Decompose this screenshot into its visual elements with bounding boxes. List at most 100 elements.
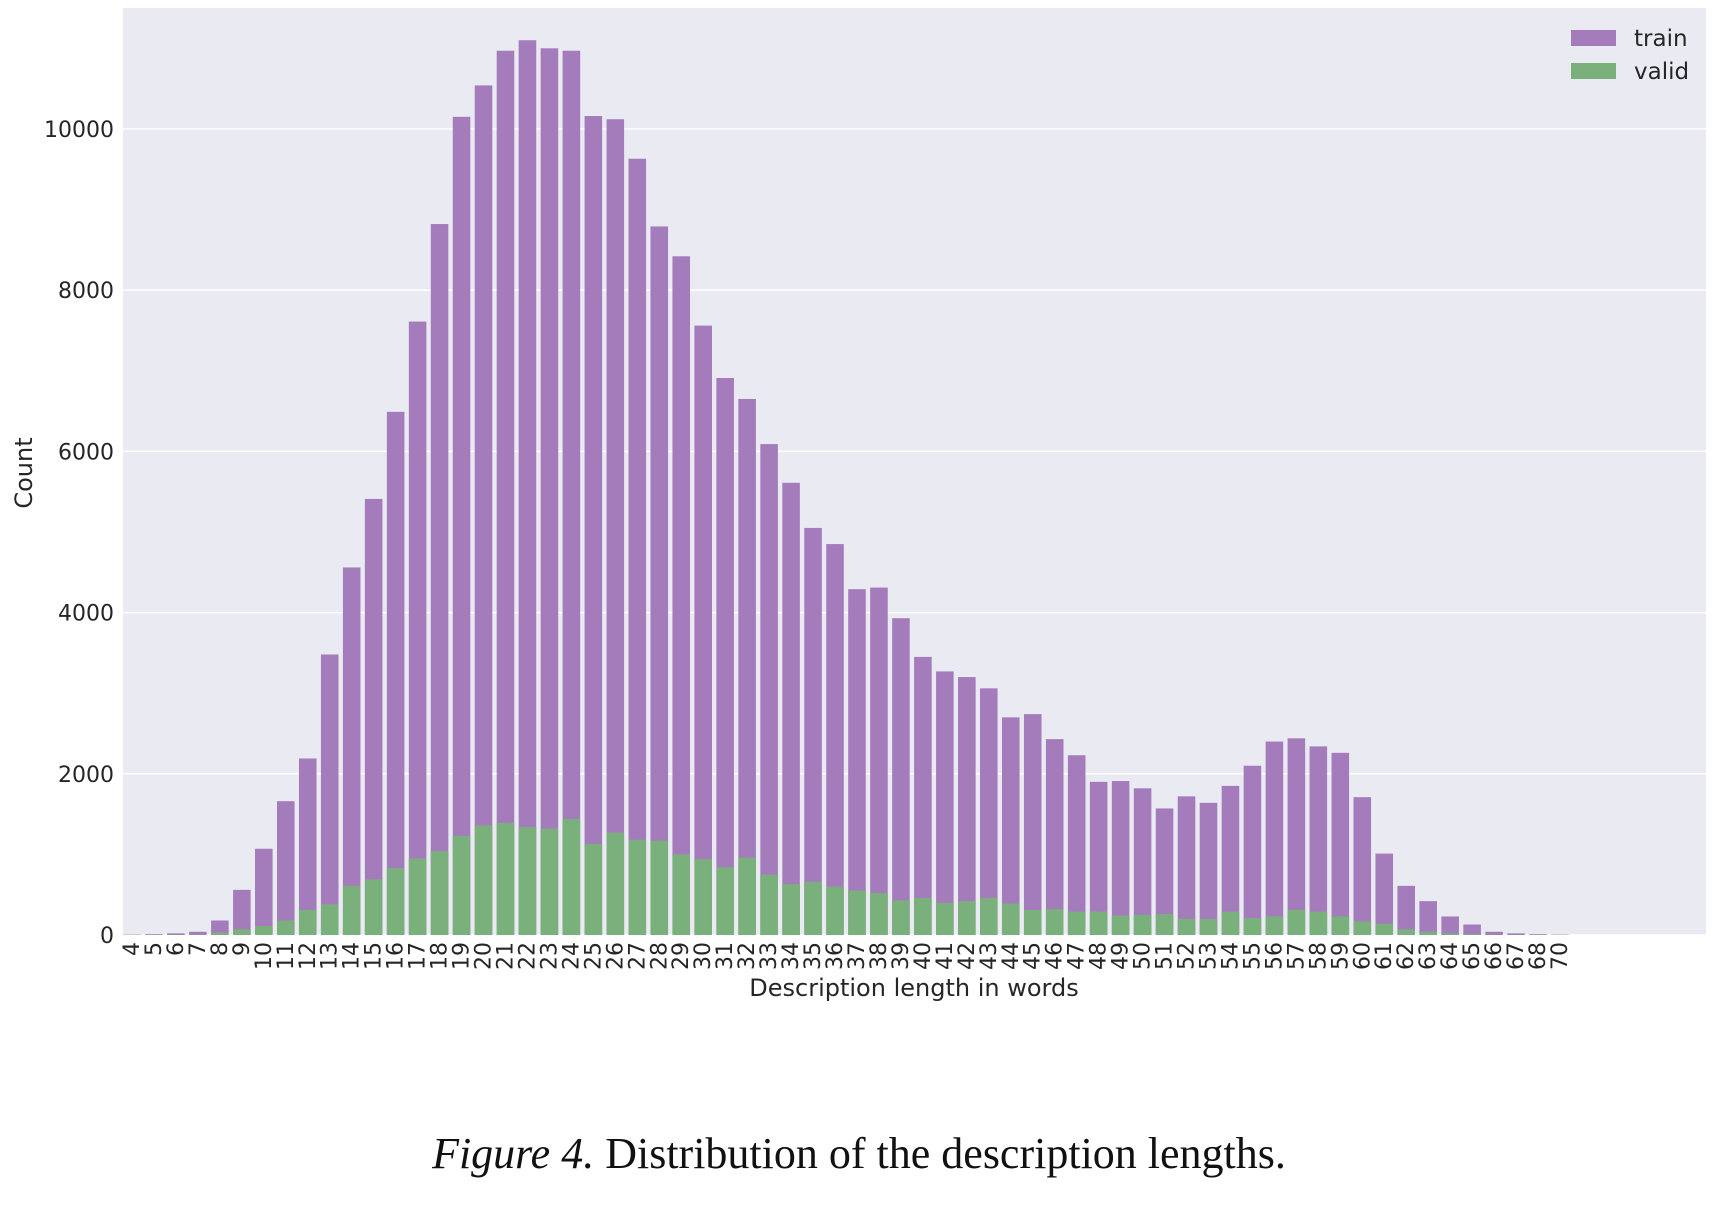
x-tick-label: 58 — [1306, 942, 1331, 970]
bar-train-19 — [452, 116, 471, 936]
bar-valid-58 — [1309, 911, 1328, 935]
x-tick-label: 19 — [450, 942, 475, 970]
x-tick-label: 15 — [362, 942, 387, 970]
bar-train-35 — [804, 527, 822, 935]
x-tick-label: 37 — [845, 942, 870, 970]
bar-valid-41 — [936, 902, 954, 935]
x-tick-label: 42 — [955, 942, 980, 970]
x-tick-label: 5 — [142, 942, 167, 956]
y-tick-label: 2000 — [58, 763, 114, 788]
bar-train-34 — [782, 482, 800, 935]
x-tick-label: 6 — [164, 942, 189, 956]
bar-valid-27 — [628, 839, 647, 935]
x-axis-label: Description length in words — [749, 974, 1078, 1002]
bar-train-55 — [1243, 765, 1262, 935]
bar-train-48 — [1089, 781, 1108, 935]
x-tick-label: 30 — [691, 942, 716, 970]
x-tick-label: 17 — [406, 942, 431, 970]
bar-valid-52 — [1177, 918, 1196, 935]
bar-train-21 — [496, 50, 515, 936]
x-tick-label: 52 — [1175, 942, 1200, 970]
x-tick-label: 55 — [1240, 942, 1265, 970]
x-axis-ticks: 4567891011121314151617181920212223242526… — [120, 942, 1573, 970]
legend: train valid — [1571, 26, 1689, 85]
bar-train-11 — [276, 801, 295, 935]
x-tick-label: 4 — [120, 942, 145, 956]
bar-train-15 — [364, 498, 383, 935]
x-tick-label: 53 — [1196, 942, 1221, 970]
bar-train-57 — [1287, 738, 1306, 935]
y-tick-label: 6000 — [58, 440, 114, 465]
bar-valid-31 — [716, 867, 734, 935]
x-tick-label: 32 — [735, 942, 760, 970]
x-tick-label: 44 — [999, 942, 1024, 970]
figure-caption-text: Distribution of the description lengths. — [605, 1129, 1286, 1178]
x-tick-label: 10 — [252, 942, 277, 970]
bar-valid-53 — [1199, 918, 1218, 935]
bar-train-33 — [760, 444, 778, 935]
x-tick-label: 49 — [1109, 942, 1134, 970]
bar-valid-50 — [1133, 914, 1152, 935]
bar-valid-11 — [276, 920, 295, 935]
bar-valid-34 — [782, 884, 800, 935]
bar-valid-14 — [342, 885, 361, 935]
bar-train-47 — [1067, 755, 1086, 935]
bar-train-63 — [1419, 901, 1437, 935]
bar-valid-13 — [320, 904, 339, 935]
bar-train-62 — [1397, 885, 1416, 935]
bar-train-39 — [892, 618, 910, 935]
x-tick-label: 11 — [274, 942, 299, 970]
bar-valid-28 — [650, 840, 669, 935]
x-tick-label: 39 — [889, 942, 914, 970]
x-tick-label: 16 — [384, 942, 409, 970]
x-tick-label: 7 — [186, 942, 211, 956]
bar-train-9 — [233, 889, 251, 935]
bar-train-25 — [584, 116, 603, 936]
bar-valid-19 — [452, 835, 471, 935]
legend-label-train: train — [1634, 26, 1688, 52]
bar-valid-33 — [760, 874, 778, 935]
bar-train-66 — [1485, 931, 1503, 935]
bar-train-24 — [562, 50, 581, 936]
bar-valid-22 — [518, 826, 537, 935]
bar-valid-10 — [255, 926, 273, 935]
bar-valid-15 — [364, 879, 383, 935]
x-tick-label: 65 — [1460, 942, 1485, 970]
bar-valid-23 — [540, 828, 559, 935]
x-tick-label: 31 — [713, 942, 738, 970]
bar-train-10 — [255, 848, 273, 935]
x-tick-label: 45 — [1021, 942, 1046, 970]
bar-train-29 — [672, 256, 691, 935]
bars — [123, 40, 1569, 936]
bar-valid-32 — [738, 857, 756, 935]
bar-train-36 — [826, 544, 844, 935]
x-tick-label: 27 — [625, 942, 650, 970]
bar-valid-30 — [694, 859, 712, 935]
bar-valid-17 — [408, 858, 427, 935]
bar-train-54 — [1221, 785, 1240, 935]
x-tick-label: 20 — [472, 942, 497, 970]
bar-train-64 — [1441, 916, 1459, 935]
x-tick-label: 36 — [823, 942, 848, 970]
bar-train-43 — [980, 688, 998, 935]
x-tick-label: 66 — [1482, 942, 1507, 970]
bar-train-30 — [694, 325, 712, 935]
bar-valid-38 — [870, 893, 888, 935]
bar-train-37 — [848, 589, 866, 935]
x-tick-label: 41 — [933, 942, 958, 970]
bar-valid-9 — [233, 929, 251, 935]
legend-label-valid: valid — [1634, 59, 1689, 85]
x-tick-label: 26 — [603, 942, 628, 970]
x-tick-label: 38 — [867, 942, 892, 970]
bar-valid-60 — [1353, 921, 1372, 935]
y-tick-label: 0 — [100, 924, 114, 949]
bar-train-42 — [958, 677, 976, 935]
bar-train-65 — [1463, 924, 1481, 935]
x-tick-label: 35 — [801, 942, 826, 970]
bar-train-44 — [1001, 717, 1020, 935]
y-tick-label: 8000 — [58, 279, 114, 304]
bar-train-46 — [1045, 739, 1064, 935]
bar-train-67 — [1507, 933, 1525, 935]
bar-train-8 — [211, 920, 229, 935]
bar-train-14 — [342, 567, 361, 935]
